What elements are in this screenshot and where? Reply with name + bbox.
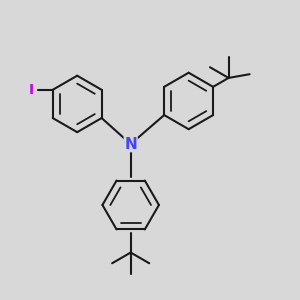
Text: N: N: [124, 136, 137, 152]
Text: I: I: [29, 83, 34, 97]
